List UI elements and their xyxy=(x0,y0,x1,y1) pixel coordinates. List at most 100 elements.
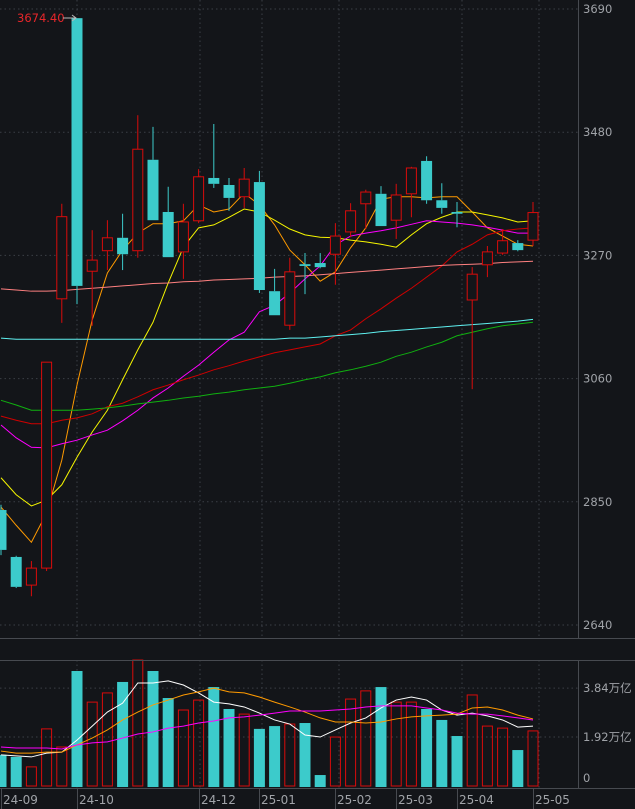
volume-tick-label: 3.84万亿 xyxy=(583,681,632,695)
candlestick xyxy=(101,220,113,271)
candlestick xyxy=(0,504,7,556)
volume-bar-down xyxy=(223,708,235,787)
candlestick xyxy=(147,126,159,221)
volume-tick-label: 0 xyxy=(583,771,590,785)
candlestick xyxy=(375,186,387,227)
price-ma-line xyxy=(0,227,534,425)
volume-bar-down xyxy=(421,708,433,787)
candlesticks xyxy=(0,18,539,597)
volume-bar-up xyxy=(25,766,37,787)
price-ma-line xyxy=(0,192,534,544)
candlestick xyxy=(466,267,478,390)
candle-body-up xyxy=(238,178,250,198)
candle-body-up xyxy=(25,567,37,586)
candle-body-up xyxy=(41,361,53,569)
high-marker-label: 3674.40 xyxy=(17,11,65,25)
price-ma-line xyxy=(0,318,534,340)
price-moving-averages xyxy=(0,192,534,544)
x-tick-label: 25-02 xyxy=(337,793,372,807)
price-tick-label: 2640 xyxy=(583,618,612,632)
candle-body-up xyxy=(527,212,539,241)
candle-body-down xyxy=(451,211,463,214)
candle-body-down xyxy=(436,200,448,208)
chart-frame xyxy=(0,0,635,789)
volume-bar-up xyxy=(193,699,205,787)
volume-bar-down xyxy=(436,719,448,787)
candle-body-up xyxy=(284,271,296,326)
x-tick-label: 25-05 xyxy=(535,793,570,807)
candle-body-down xyxy=(71,18,83,286)
x-tick-label: 25-01 xyxy=(261,793,296,807)
grid-lines xyxy=(0,0,578,788)
candle-body-up xyxy=(466,273,478,301)
candle-body-up xyxy=(193,176,205,222)
volume-bar-up xyxy=(497,727,509,787)
volume-bar-down xyxy=(512,750,524,787)
volume-bar-up xyxy=(360,690,372,787)
candlestick xyxy=(345,203,357,238)
candle-body-up xyxy=(101,237,113,252)
candle-body-up xyxy=(497,240,509,254)
candlestick xyxy=(314,253,326,269)
volume-bar-down xyxy=(162,698,174,787)
volume-bar-down xyxy=(71,670,83,787)
price-tick-label: 3480 xyxy=(583,125,612,139)
price-tick-label: 3060 xyxy=(583,372,612,386)
arrow-right-icon xyxy=(71,14,77,22)
price-tick-label: 2850 xyxy=(583,495,612,509)
candlestick xyxy=(208,123,220,188)
price-ma-line xyxy=(0,220,533,449)
price-tick-label: 3690 xyxy=(583,2,612,16)
volume-bar-up xyxy=(41,728,53,787)
candlestick xyxy=(527,202,539,247)
x-tick-label: 25-03 xyxy=(398,793,433,807)
candle-body-up xyxy=(177,221,189,253)
candle-body-up xyxy=(405,167,417,195)
x-tick-label: 24-12 xyxy=(201,793,236,807)
volume-bar-down xyxy=(314,775,326,787)
candle-body-down xyxy=(421,160,433,201)
x-tick-label: 24-10 xyxy=(79,793,114,807)
volume-bar-down xyxy=(208,687,220,787)
candle-body-down xyxy=(162,211,174,258)
candle-body-up xyxy=(132,148,144,252)
candlestick xyxy=(177,203,189,279)
volume-bar-up xyxy=(390,701,402,787)
candlestick xyxy=(390,183,402,239)
candle-body-down xyxy=(253,182,265,291)
volume-bar-up xyxy=(481,725,493,787)
candle-body-down xyxy=(269,291,281,316)
volume-bar-down xyxy=(10,756,22,787)
volume-bar-down xyxy=(299,723,311,787)
candle-body-up xyxy=(345,210,357,233)
candlestick xyxy=(71,18,83,305)
candle-body-up xyxy=(481,251,493,266)
candle-body-down xyxy=(375,193,387,227)
candlestick xyxy=(238,167,250,208)
volume-ma-line xyxy=(0,687,534,754)
candlestick xyxy=(86,230,98,326)
candlestick xyxy=(299,253,311,295)
volume-bar-up xyxy=(101,692,113,787)
volume-bar-down xyxy=(451,736,463,787)
volume-bar-up xyxy=(86,701,98,787)
candle-body-down xyxy=(117,237,129,255)
volume-bar-up xyxy=(177,709,189,787)
candlestick xyxy=(481,246,493,278)
price-ma-line xyxy=(0,321,534,411)
candlestick xyxy=(56,203,68,323)
candlestick xyxy=(284,257,296,330)
candle-body-up xyxy=(86,259,98,272)
volume-ma-line xyxy=(0,705,534,750)
volume-moving-averages xyxy=(0,680,534,758)
high-marker: 3674.40 xyxy=(17,11,77,25)
candle-body-down xyxy=(10,556,22,587)
candle-body-down xyxy=(299,264,311,266)
candlestick xyxy=(41,361,53,572)
candlestick xyxy=(162,186,174,258)
candlestick xyxy=(360,189,372,229)
candlestick xyxy=(223,177,235,211)
candle-body-down xyxy=(512,243,524,251)
